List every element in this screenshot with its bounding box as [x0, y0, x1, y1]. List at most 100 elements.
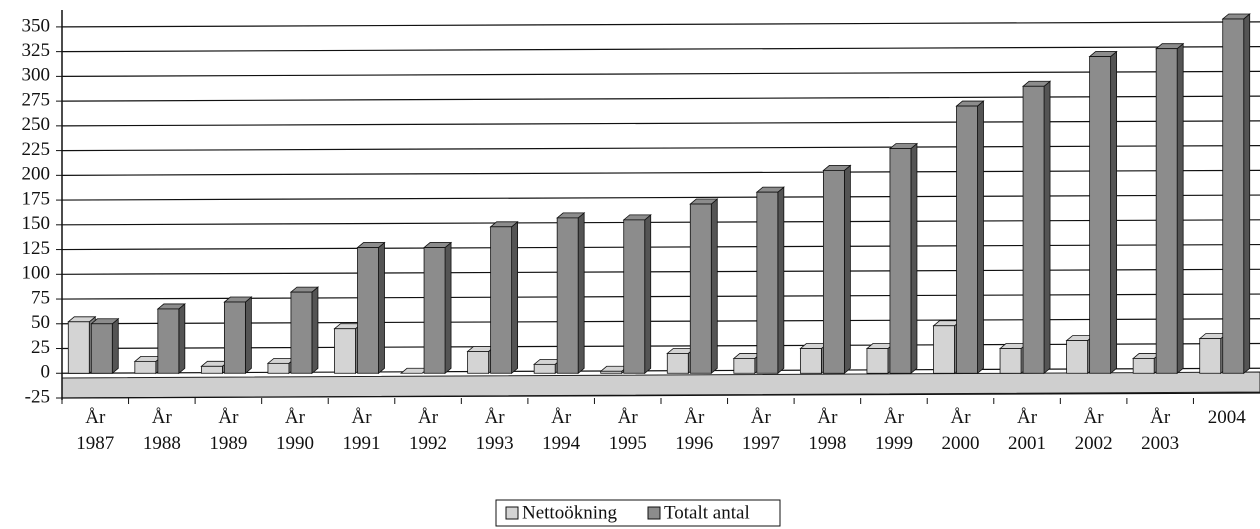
bar-side	[1043, 80, 1051, 375]
x-tick-label: År 1990	[275, 407, 314, 454]
bar	[290, 291, 313, 374]
grid-line	[61, 120, 1260, 127]
legend-swatch	[647, 506, 661, 520]
bar	[357, 247, 379, 374]
y-tick-label: 100	[22, 263, 51, 284]
bar-side	[977, 100, 984, 375]
bar	[467, 351, 490, 374]
y-tick-label: 325	[22, 40, 51, 61]
bar-side	[577, 212, 585, 375]
grid-line	[61, 318, 1260, 325]
x-tick-label: 2004	[1207, 407, 1246, 428]
bar	[733, 358, 756, 374]
legend-label: Totalt antal	[664, 502, 750, 523]
bar-side	[843, 164, 851, 375]
x-tick-label: År 1988	[142, 407, 181, 454]
legend-box	[495, 499, 781, 527]
bar	[866, 348, 889, 374]
legend-swatch	[505, 506, 519, 520]
bar-side	[910, 142, 918, 375]
bar	[933, 325, 955, 374]
x-tick-label: År 1996	[675, 407, 714, 454]
x-tick-label: År 1995	[608, 407, 647, 454]
bar	[423, 247, 446, 374]
x-tick-label: År 1994	[542, 407, 581, 454]
bar	[1066, 340, 1089, 374]
grid-line	[61, 21, 1260, 28]
bar	[267, 362, 290, 374]
grid-line	[61, 169, 1260, 176]
bar-side	[777, 186, 785, 375]
grid-line	[61, 367, 1260, 374]
bar-side	[444, 241, 452, 375]
bar	[889, 148, 912, 374]
y-tick-label: 75	[31, 287, 50, 308]
legend-label: Nettoökning	[522, 502, 617, 523]
grid-line	[61, 46, 1260, 53]
y-tick-label: 300	[22, 65, 51, 86]
x-tick-label: År 1999	[874, 407, 913, 454]
y-tick-label: 250	[22, 114, 51, 135]
x-tick-label: År 1989	[209, 407, 248, 454]
y-tick-label: 25	[31, 337, 50, 358]
bar	[1155, 48, 1178, 374]
grid-line	[61, 70, 1260, 77]
bar	[134, 360, 157, 374]
bar-side	[378, 241, 385, 375]
bar-side	[644, 214, 652, 375]
y-tick-label: 50	[31, 312, 50, 333]
bar-side	[710, 198, 718, 375]
grid-line	[61, 194, 1260, 201]
x-tick-label: År 1993	[475, 407, 514, 454]
bar	[90, 323, 113, 374]
bar	[689, 203, 712, 374]
y-tick-label: 175	[22, 188, 51, 209]
grid-line	[61, 342, 1260, 350]
x-tick-label: År 2002	[1074, 407, 1113, 454]
bar	[157, 308, 180, 374]
bar-side	[511, 220, 519, 375]
bar	[334, 328, 356, 374]
bar	[1132, 358, 1155, 374]
bar	[756, 191, 779, 374]
grid-line	[61, 268, 1260, 275]
bar	[223, 301, 246, 374]
grid-line	[61, 293, 1260, 300]
x-tick-label: År 2000	[941, 407, 980, 454]
y-tick-label: -25	[25, 386, 50, 407]
bar	[799, 348, 822, 374]
grid-line	[61, 243, 1260, 251]
bar	[1089, 56, 1112, 374]
bar	[600, 370, 623, 374]
y-tick-label: 125	[22, 238, 51, 259]
bar	[623, 219, 646, 374]
bar	[822, 169, 845, 374]
grid-line	[61, 95, 1260, 102]
bar-side	[111, 317, 119, 375]
bar	[67, 321, 90, 374]
bar-side	[244, 296, 252, 375]
bar	[533, 363, 556, 374]
y-tick-label: 350	[22, 15, 51, 36]
bar-side	[1176, 42, 1184, 375]
y-tick-label: 0	[41, 362, 51, 383]
grid-line	[61, 219, 1260, 226]
bar-side	[1243, 13, 1251, 375]
bar-side	[311, 286, 319, 375]
bar	[1222, 18, 1245, 374]
y-tick-label: 200	[22, 164, 51, 185]
bar	[666, 353, 689, 374]
bar	[490, 226, 513, 374]
x-tick-label: År 1991	[342, 407, 381, 454]
bar-side	[178, 303, 186, 375]
x-tick-label: År 2001	[1008, 407, 1047, 454]
bar	[200, 365, 223, 374]
x-tick-label: År 1997	[741, 407, 780, 454]
grid-line	[61, 144, 1260, 152]
bar	[1022, 85, 1045, 374]
y-tick-label: 225	[22, 139, 51, 160]
bar	[956, 105, 978, 374]
x-tick-label: År 2003	[1141, 407, 1180, 454]
